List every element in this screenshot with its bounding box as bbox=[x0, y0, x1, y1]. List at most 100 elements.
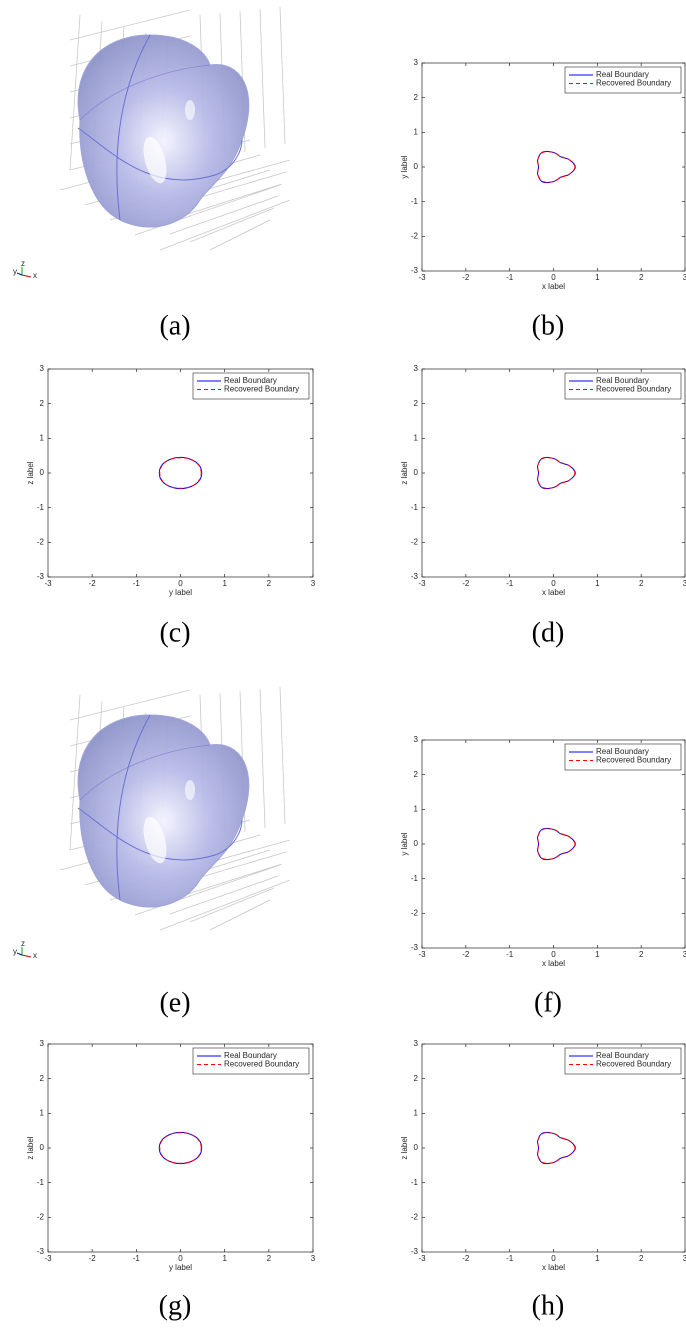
triad-axis bbox=[22, 275, 31, 277]
y-tick-label: 1 bbox=[414, 433, 419, 442]
grid-line bbox=[280, 7, 285, 144]
x-tick-label: -2 bbox=[462, 579, 470, 588]
y-tick-label: -1 bbox=[411, 503, 419, 512]
x-tick-label: -3 bbox=[44, 1254, 52, 1263]
y-axis-label: z label bbox=[26, 1136, 35, 1159]
grid-line bbox=[280, 687, 285, 824]
legend-label: Recovered Boundary bbox=[224, 1060, 299, 1069]
y-axis-label: y label bbox=[400, 832, 409, 855]
x-tick-label: -1 bbox=[506, 1254, 514, 1263]
triad-label: x bbox=[33, 271, 37, 280]
x-tick-label: -3 bbox=[44, 579, 52, 588]
x-tick-label: 1 bbox=[222, 579, 227, 588]
axes-box bbox=[422, 740, 685, 948]
y-tick-label: -3 bbox=[411, 1247, 419, 1256]
y-tick-label: -2 bbox=[411, 537, 419, 546]
surface-plot: yzx bbox=[13, 687, 290, 960]
y-tick-label: -1 bbox=[411, 874, 419, 883]
x-tick-label: 1 bbox=[595, 579, 600, 588]
x-tick-label: -1 bbox=[133, 579, 141, 588]
triad-axis bbox=[17, 273, 22, 275]
y-tick-label: 1 bbox=[40, 1108, 45, 1117]
x-tick-label: -2 bbox=[462, 950, 470, 959]
caption: (g) bbox=[159, 1290, 192, 1321]
caption: (f) bbox=[534, 987, 562, 1018]
legend-label: Recovered Boundary bbox=[596, 1060, 671, 1069]
figure: yzx(a)-3-2-10123-3-2-10123x labely label… bbox=[0, 0, 686, 1333]
x-axis-label: x label bbox=[542, 959, 565, 968]
y-tick-label: 2 bbox=[414, 93, 419, 102]
x-tick-label: -2 bbox=[89, 1254, 97, 1263]
x-tick-label: 0 bbox=[178, 1254, 183, 1263]
x-tick-label: 2 bbox=[639, 579, 644, 588]
axes-box bbox=[422, 369, 685, 577]
axes-box bbox=[48, 1044, 313, 1252]
legend-label: Recovered Boundary bbox=[596, 79, 671, 88]
y-tick-label: -2 bbox=[37, 537, 45, 546]
x-tick-label: 3 bbox=[311, 1254, 316, 1263]
highlight bbox=[185, 100, 195, 120]
axes-box bbox=[422, 1044, 685, 1252]
page: yzx(a)-3-2-10123-3-2-10123x labely label… bbox=[0, 0, 686, 1333]
x-tick-label: -2 bbox=[89, 579, 97, 588]
grid-line bbox=[260, 9, 265, 148]
y-tick-label: 2 bbox=[414, 399, 419, 408]
triad-axis bbox=[17, 953, 22, 955]
y-tick-label: -1 bbox=[37, 503, 45, 512]
y-tick-label: 0 bbox=[414, 162, 419, 171]
axes-box bbox=[422, 63, 685, 271]
triad-label: x bbox=[33, 951, 37, 960]
grid-line bbox=[210, 900, 270, 930]
x-tick-label: 0 bbox=[551, 950, 556, 959]
caption: (d) bbox=[532, 617, 565, 648]
y-tick-label: 2 bbox=[414, 770, 419, 779]
x-tick-label: 2 bbox=[267, 1254, 272, 1263]
surface-plot: yzx bbox=[13, 7, 290, 280]
y-tick-label: 0 bbox=[40, 1143, 45, 1152]
x-tick-label: 1 bbox=[595, 273, 600, 282]
x-tick-label: -1 bbox=[133, 1254, 141, 1263]
y-tick-label: 0 bbox=[414, 1143, 419, 1152]
y-tick-label: 3 bbox=[40, 364, 45, 373]
axes-box bbox=[48, 369, 313, 577]
y-tick-label: 2 bbox=[40, 1074, 45, 1083]
y-axis-label: z label bbox=[400, 461, 409, 484]
y-tick-label: 3 bbox=[414, 735, 419, 744]
caption: (e) bbox=[159, 987, 190, 1018]
x-tick-label: -3 bbox=[418, 1254, 426, 1263]
x-tick-label: 1 bbox=[595, 1254, 600, 1263]
x-tick-label: 0 bbox=[178, 579, 183, 588]
y-tick-label: 3 bbox=[40, 1039, 45, 1048]
y-tick-label: 3 bbox=[414, 364, 419, 373]
y-tick-label: -2 bbox=[37, 1212, 45, 1221]
grid-line bbox=[210, 220, 270, 250]
y-tick-label: 0 bbox=[40, 468, 45, 477]
y-tick-label: -3 bbox=[411, 943, 419, 952]
y-tick-label: -2 bbox=[411, 231, 419, 240]
x-tick-label: -1 bbox=[506, 579, 514, 588]
triad-label: z bbox=[21, 939, 25, 948]
x-axis-label: y label bbox=[169, 588, 192, 597]
y-tick-label: 2 bbox=[40, 399, 45, 408]
x-tick-label: -2 bbox=[462, 273, 470, 282]
x-tick-label: 2 bbox=[267, 579, 272, 588]
y-axis-label: z label bbox=[26, 461, 35, 484]
legend-label: Recovered Boundary bbox=[596, 756, 671, 765]
grid-line bbox=[260, 689, 265, 828]
y-tick-label: -3 bbox=[37, 1247, 45, 1256]
y-tick-label: 1 bbox=[414, 127, 419, 136]
grid-line bbox=[70, 690, 190, 720]
x-tick-label: -1 bbox=[506, 950, 514, 959]
x-tick-label: 0 bbox=[551, 579, 556, 588]
y-tick-label: -2 bbox=[411, 1212, 419, 1221]
x-tick-label: -3 bbox=[418, 273, 426, 282]
x-tick-label: -1 bbox=[506, 273, 514, 282]
caption: (b) bbox=[532, 310, 565, 341]
y-tick-label: 1 bbox=[414, 804, 419, 813]
y-tick-label: 1 bbox=[414, 1108, 419, 1117]
y-tick-label: 1 bbox=[40, 433, 45, 442]
y-axis-label: z label bbox=[400, 1136, 409, 1159]
x-tick-label: 1 bbox=[222, 1254, 227, 1263]
x-axis-label: x label bbox=[542, 588, 565, 597]
x-tick-label: 0 bbox=[551, 273, 556, 282]
